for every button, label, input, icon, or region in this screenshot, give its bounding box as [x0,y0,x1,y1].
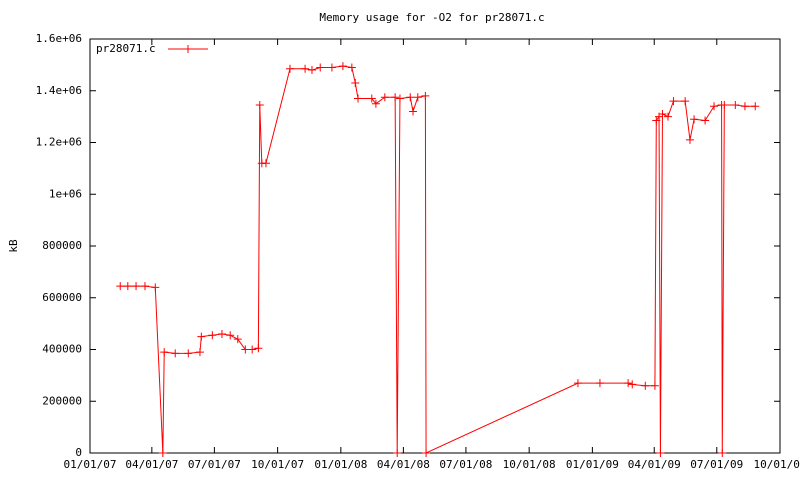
point-marker [116,282,125,291]
y-tick-label: 1.2e+06 [36,136,82,149]
x-tick-label: 01/01/09 [566,458,619,471]
y-tick-label: 1.6e+06 [36,32,82,45]
x-tick-label: 10/01/07 [251,458,304,471]
point-marker [140,282,149,291]
point-marker [701,116,710,125]
point-marker [226,331,235,340]
x-tick-label: 07/01/08 [439,458,492,471]
point-marker [685,135,694,144]
point-marker [371,99,380,108]
point-marker [367,94,376,103]
point-marker [151,283,160,292]
point-marker [409,107,418,116]
point-marker [233,335,242,344]
point-marker [380,93,389,102]
point-marker [327,63,336,72]
point-marker [347,63,356,72]
point-marker [720,100,729,109]
point-marker [160,348,169,357]
y-tick-label: 200000 [42,394,82,407]
point-marker [573,379,582,388]
point-marker [195,348,204,357]
point-marker [184,349,193,358]
point-marker [254,344,263,353]
point-marker [261,159,270,168]
point-marker [197,332,206,341]
point-marker [628,380,637,389]
x-tick-label: 01/01/07 [64,458,117,471]
point-marker [395,94,404,103]
chart-title: Memory usage for -O2 for pr28071.c [319,11,544,24]
point-marker [740,102,749,111]
point-marker [285,64,294,73]
point-marker [681,97,690,106]
point-marker [413,93,422,102]
point-marker [391,93,400,102]
point-marker [624,379,633,388]
point-marker [663,112,672,121]
y-tick-label: 600000 [42,291,82,304]
point-marker [669,97,678,106]
point-marker [158,449,167,457]
y-tick-label: 1.4e+06 [36,84,82,97]
point-marker [751,102,760,111]
point-marker [351,78,360,87]
point-marker [338,62,347,71]
x-tick-label: 07/01/09 [690,458,743,471]
series-line [120,65,756,454]
legend-marker [184,45,192,53]
y-tick-label: 0 [75,446,82,459]
point-marker [406,93,415,102]
point-marker [641,381,650,390]
point-marker [241,345,250,354]
x-tick-label: 10/01/08 [503,458,556,471]
point-marker [123,282,132,291]
point-marker [316,63,325,72]
point-marker [301,64,310,73]
point-marker [255,100,264,109]
point-marker [217,329,226,338]
point-marker [690,115,699,124]
x-tick-label: 07/01/07 [188,458,241,471]
point-marker [650,381,659,390]
x-tick-label: 04/01/07 [125,458,178,471]
x-tick-label: 04/01/08 [377,458,430,471]
point-marker [656,449,665,457]
point-marker [658,110,667,119]
legend-label: pr28071.c [96,42,156,55]
x-tick-label: 04/01/09 [628,458,681,471]
point-marker [710,102,719,111]
y-tick-label: 400000 [42,343,82,356]
x-tick-label: 01/01/08 [314,458,367,471]
y-tick-label: 800000 [42,239,82,252]
point-marker [132,282,141,291]
x-tick-label: 10/01/09 [754,458,800,471]
point-marker [731,100,740,109]
point-marker [307,66,316,75]
point-marker [171,349,180,358]
y-axis-label: kB [7,239,20,253]
point-marker [354,94,363,103]
point-marker [718,449,727,457]
point-marker [208,331,217,340]
y-tick-label: 1e+06 [49,187,82,200]
point-marker [393,449,402,457]
point-marker [248,345,257,354]
point-marker [595,379,604,388]
point-marker [422,449,431,457]
point-marker [421,91,430,100]
